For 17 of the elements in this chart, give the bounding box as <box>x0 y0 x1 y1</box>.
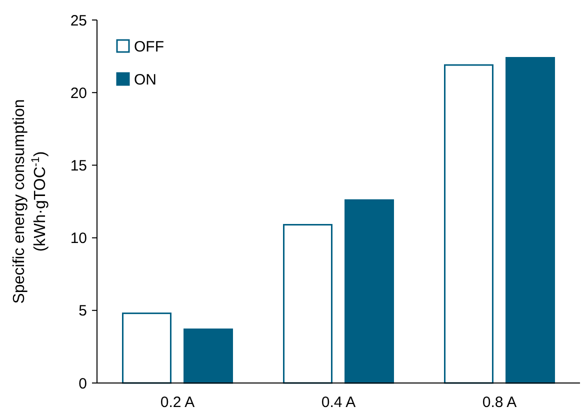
legend-label: ON <box>134 71 156 88</box>
y-tick-label: 25 <box>70 12 87 30</box>
bar <box>184 328 233 384</box>
x-tick-label: 0.8 A <box>482 394 517 411</box>
legend-label: OFF <box>134 38 164 56</box>
y-tick-label: 20 <box>70 84 87 102</box>
bar <box>344 199 394 384</box>
x-tick-label: 0.2 A <box>160 394 195 411</box>
y-tick-label: 5 <box>78 302 87 320</box>
x-tick-label: 0.4 A <box>321 394 356 411</box>
y-tick-label: 15 <box>70 157 87 174</box>
bar <box>122 312 172 384</box>
bar <box>506 57 555 384</box>
y-tick-label: 0 <box>78 375 87 392</box>
y-tick-label: 10 <box>70 230 87 248</box>
bar <box>444 64 494 384</box>
bar <box>283 224 332 384</box>
